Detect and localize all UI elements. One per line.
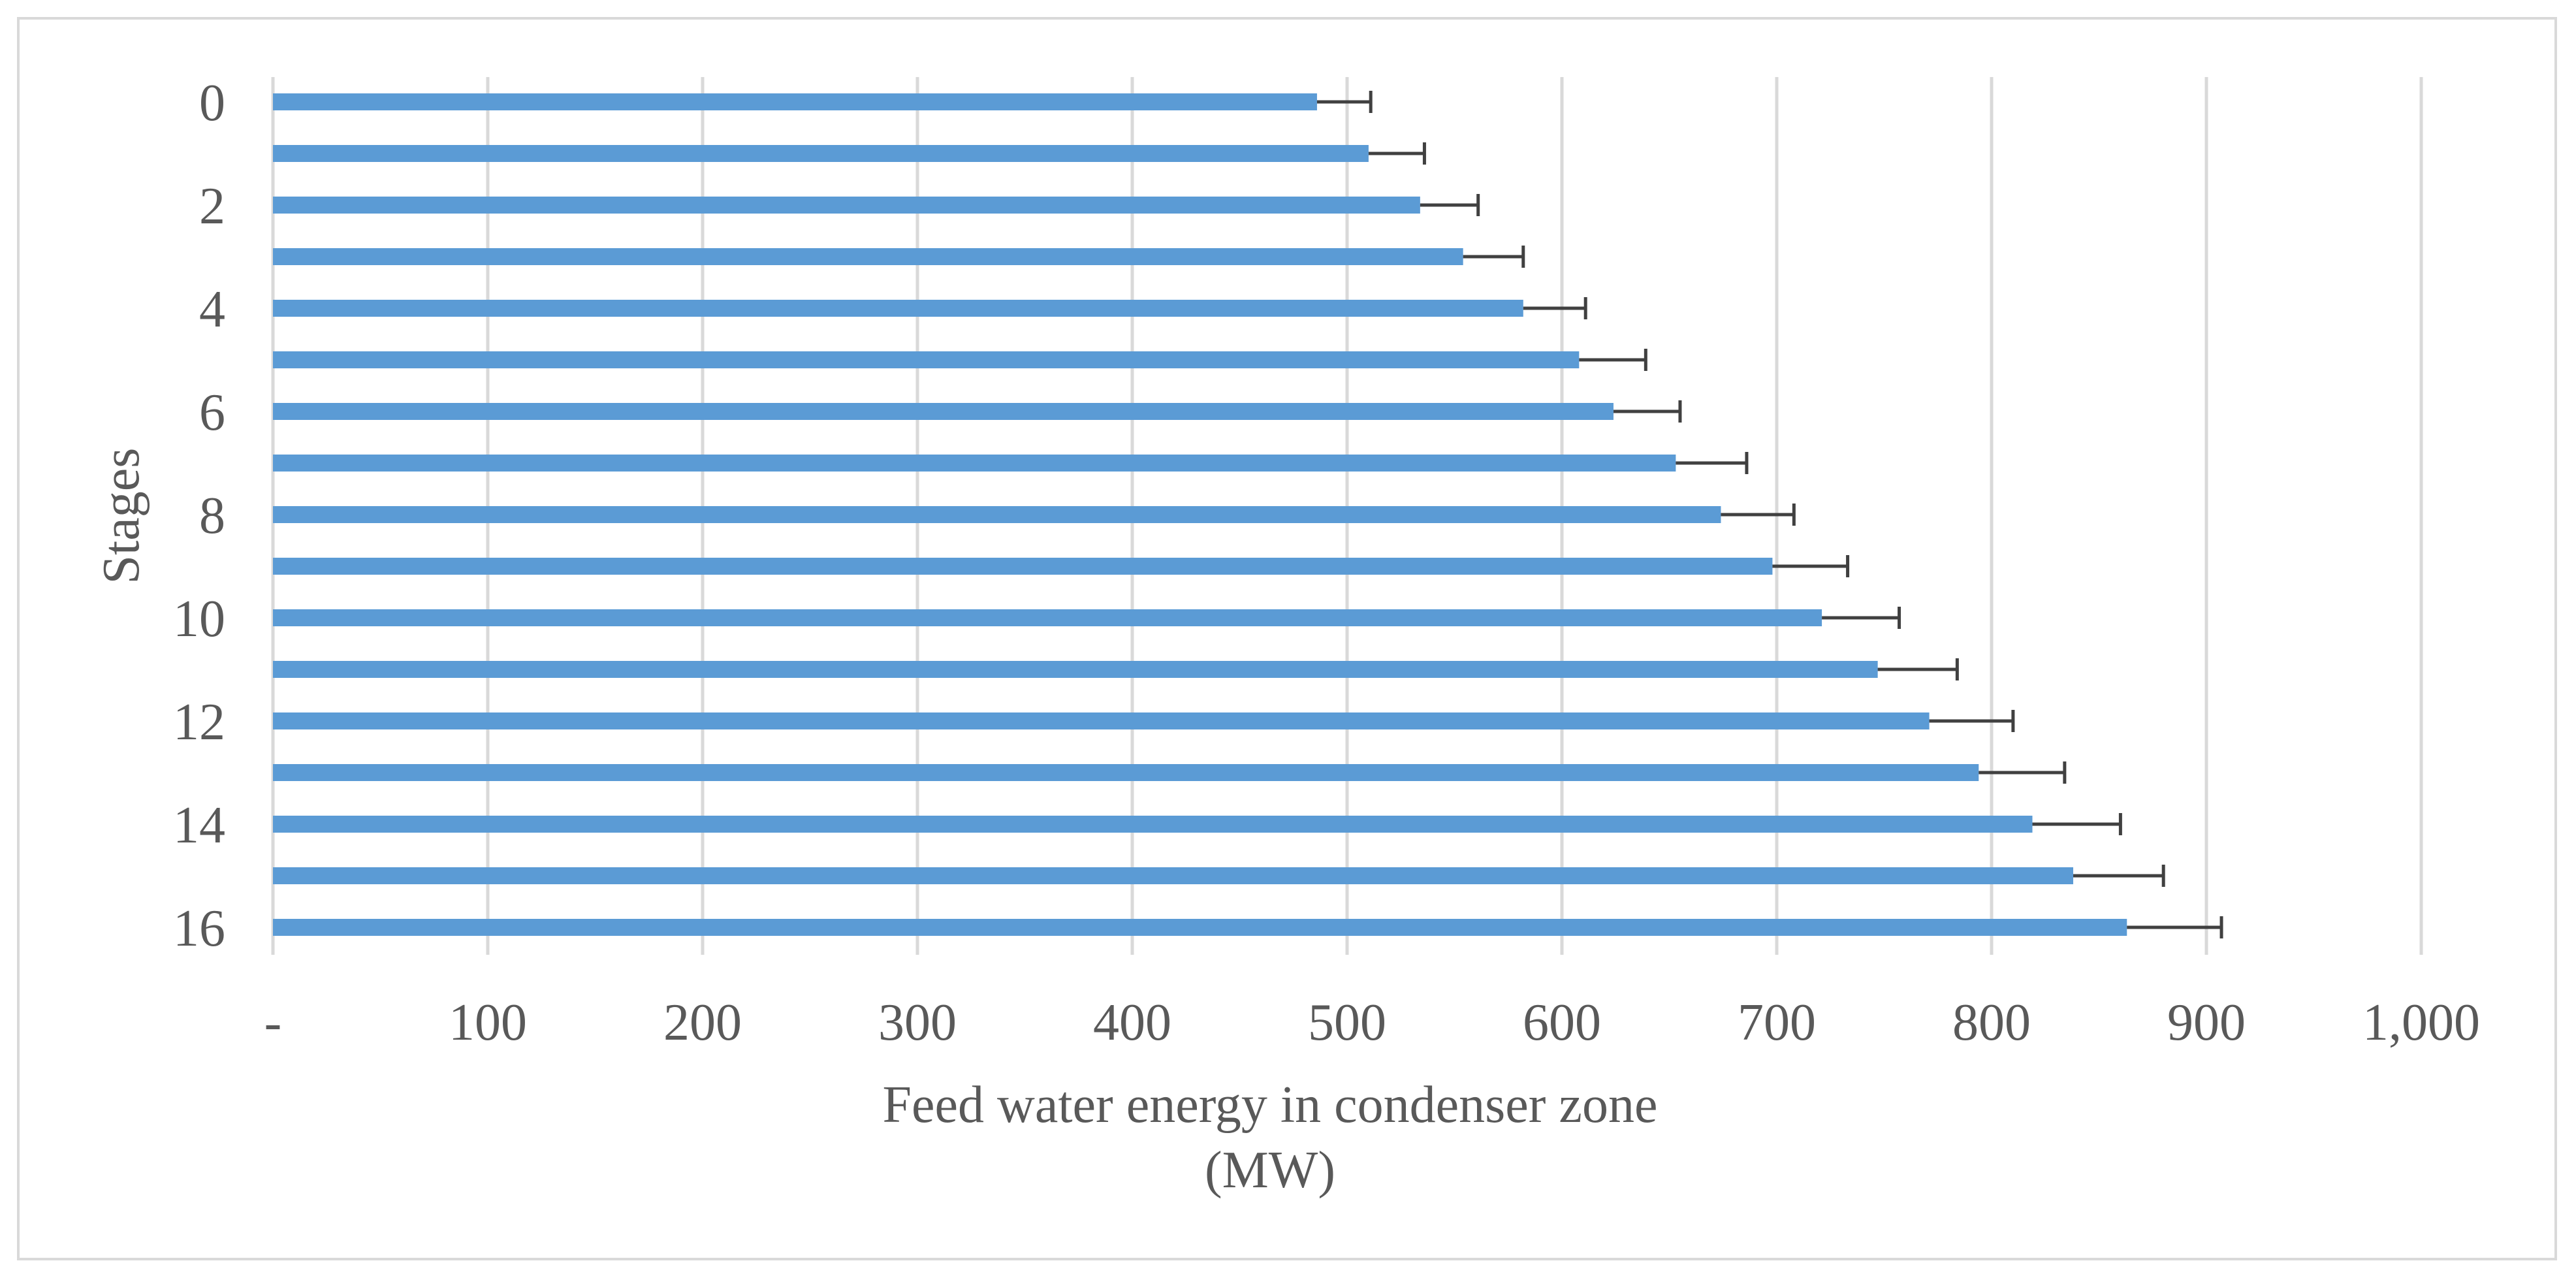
error-bar-stage-3: [1463, 246, 1525, 268]
error-bar-stage-2: [1420, 194, 1480, 216]
error-bar-stage-11: [1877, 658, 1959, 680]
error-bar-stage-14: [2032, 813, 2122, 835]
y-axis-title: Stages: [93, 448, 150, 584]
x-tick-label-5: 500: [1308, 994, 1386, 1051]
y-tick-label-4: 4: [199, 281, 225, 338]
bar-stage-11: [273, 661, 1878, 678]
error-bar-stage-12: [1929, 710, 2015, 732]
bar-stage-13: [273, 764, 1979, 781]
bar-stage-12: [273, 712, 1930, 729]
chart-frame: [17, 17, 2557, 1260]
bar-stage-16: [273, 919, 2127, 936]
bar-stage-9: [273, 558, 1773, 575]
x-tick-labels: - 100 200 300 400 500 600 700 800 900 1,000: [264, 994, 2480, 1051]
x-axis-title-line-2: (MW): [1205, 1142, 1335, 1199]
x-tick-label-4: 400: [1093, 994, 1171, 1051]
y-tick-label-8: 8: [199, 487, 225, 545]
bar-stage-4: [273, 300, 1523, 317]
error-bar-stage-8: [1721, 504, 1796, 526]
y-tick-label-14: 14: [173, 797, 225, 854]
error-bar-stage-16: [2127, 916, 2223, 938]
error-bar-stage-10: [1822, 607, 1901, 629]
x-tick-label-0: -: [264, 994, 282, 1051]
error-bar-stage-13: [1979, 761, 2067, 784]
y-tick-label-12: 12: [173, 694, 225, 751]
x-tick-label-7: 700: [1738, 994, 1816, 1051]
x-tick-label-1: 100: [449, 994, 527, 1051]
y-tick-label-2: 2: [199, 178, 225, 235]
bar-stage-15: [273, 867, 2074, 884]
x-tick-label-10: 1,000: [2362, 994, 2480, 1051]
bar-stage-14: [273, 816, 2033, 833]
x-tick-label-3: 300: [878, 994, 957, 1051]
error-bar-stage-1: [1368, 142, 1426, 165]
error-bar-stage-0: [1316, 91, 1373, 113]
y-tick-label-16: 16: [173, 900, 225, 957]
x-tick-label-8: 800: [1952, 994, 2031, 1051]
error-bar-stage-4: [1523, 297, 1587, 319]
error-bar-stage-7: [1676, 452, 1749, 474]
y-tick-label-10: 10: [173, 590, 225, 648]
bar-stage-10: [273, 609, 1822, 626]
error-bar-stage-9: [1772, 555, 1850, 577]
bar-stage-6: [273, 403, 1614, 420]
y-tick-label-0: 0: [199, 74, 225, 132]
bar-stage-5: [273, 351, 1580, 368]
bar-stage-8: [273, 506, 1721, 523]
error-bar-stage-15: [2073, 865, 2165, 887]
error-bar-stage-6: [1613, 400, 1682, 423]
x-tick-label-2: 200: [663, 994, 742, 1051]
bar-stage-0: [273, 93, 1317, 110]
x-tick-label-6: 600: [1523, 994, 1601, 1051]
bar-stage-2: [273, 197, 1420, 214]
bar-stage-1: [273, 145, 1369, 162]
x-axis-title-line-1: Feed water energy in condenser zone: [883, 1076, 1658, 1134]
bar-stage-3: [273, 248, 1463, 265]
y-tick-label-6: 6: [199, 384, 225, 441]
grid-lines: [271, 77, 2423, 955]
error-bars: [1316, 91, 2223, 938]
y-tick-labels: 0 2 4 6 8 10 12 14 16: [173, 74, 225, 957]
x-tick-label-9: 900: [2167, 994, 2246, 1051]
bars: [273, 93, 2127, 936]
bar-stage-7: [273, 455, 1676, 472]
error-bar-stage-5: [1579, 349, 1647, 371]
